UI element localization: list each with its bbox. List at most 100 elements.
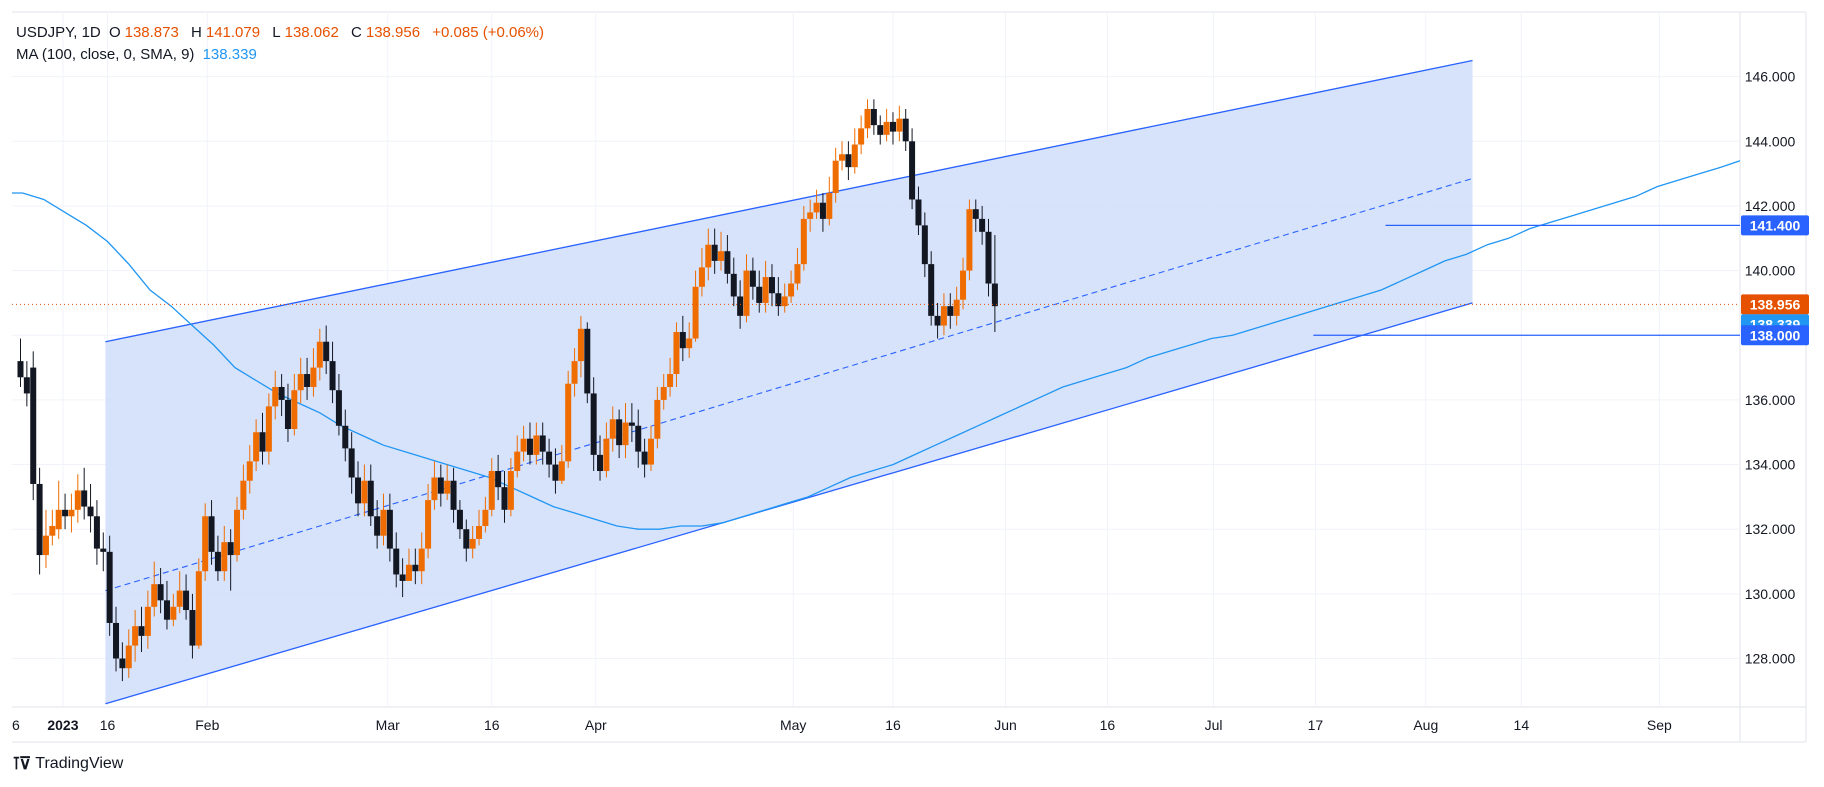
candle-down <box>921 225 928 265</box>
candle-up <box>74 490 81 510</box>
candle-down <box>214 551 221 572</box>
candle-up <box>68 509 75 517</box>
ma-label[interactable]: MA (100, close, 0, SMA, 9) <box>16 46 195 63</box>
low-value: L 138.062 <box>272 24 343 41</box>
x-tick-label: Jul <box>1205 717 1223 733</box>
candle-up <box>202 516 209 572</box>
price-axis-label: 141.400 <box>1741 215 1809 236</box>
candle-up <box>418 548 425 572</box>
candle-up <box>800 218 807 265</box>
candle-down <box>278 386 285 400</box>
candle-down <box>450 480 457 510</box>
candle-up <box>839 154 846 161</box>
candle-down <box>348 448 355 478</box>
candle-down <box>928 264 935 316</box>
candle-up <box>361 480 368 504</box>
price-label-text: 138.956 <box>1750 296 1801 312</box>
candle-up <box>310 367 317 387</box>
channel-upper-line <box>105 59 1473 343</box>
candle-up <box>49 525 56 536</box>
candle-up <box>698 267 705 287</box>
candle-up <box>807 212 814 219</box>
open-value: O 138.873 <box>109 24 183 41</box>
candle-down <box>259 432 266 452</box>
candle-up <box>195 571 202 646</box>
close-number: 138.956 <box>365 24 421 41</box>
tradingview-brand[interactable]: ⊺⊽ TradingView <box>12 754 123 774</box>
candle-down <box>972 209 979 219</box>
price-axis-label: 138.956 <box>1741 294 1809 315</box>
candle-down <box>163 600 170 620</box>
x-tick-label: 16 <box>100 717 116 733</box>
x-tick-label: Aug <box>1413 717 1438 733</box>
candle-down <box>991 283 998 307</box>
candle-down <box>367 480 374 517</box>
candle-down <box>17 361 24 378</box>
candle-down <box>724 251 731 274</box>
y-tick-label: 134.000 <box>1745 457 1796 473</box>
candle-down <box>711 244 718 261</box>
low-number: 138.062 <box>284 24 339 41</box>
candle-up <box>488 471 495 510</box>
candle-down <box>183 590 190 611</box>
candle-down <box>597 454 604 472</box>
candle-down <box>495 471 502 488</box>
candle-down <box>947 306 954 316</box>
candle-down <box>616 419 623 446</box>
price-label-text: 138.000 <box>1750 327 1801 343</box>
candle-down <box>227 542 234 556</box>
candle-up <box>571 361 578 384</box>
candle-down <box>737 296 744 316</box>
candle-down <box>87 506 94 517</box>
candle-down <box>329 361 336 391</box>
candle-down <box>36 483 43 556</box>
candle-up <box>940 306 947 326</box>
x-tick-label: Sep <box>1647 717 1672 733</box>
candle-up <box>686 338 693 349</box>
candle-up <box>851 144 858 168</box>
y-tick-label: 132.000 <box>1745 521 1796 537</box>
candle-down <box>934 315 941 326</box>
candle-down <box>889 121 896 132</box>
candle-down <box>985 231 992 284</box>
ma-value: 138.339 <box>202 46 257 63</box>
candle-up <box>577 328 584 362</box>
candle-down <box>546 451 553 465</box>
ma-legend-row: MA (100, close, 0, SMA, 9) 138.339 <box>16 44 548 66</box>
candle-down <box>819 202 826 219</box>
candle-up <box>660 386 667 400</box>
candle-up <box>781 296 788 307</box>
y-tick-label: 128.000 <box>1745 651 1796 667</box>
channel-mid-line <box>105 177 1473 592</box>
y-tick-label: 146.000 <box>1745 69 1796 85</box>
candle-up <box>380 509 387 536</box>
price-label-background <box>1741 294 1809 315</box>
candle-down <box>412 564 419 572</box>
symbol-label[interactable]: USDJPY, 1D <box>16 24 101 41</box>
candle-up <box>246 461 253 481</box>
candle-up <box>125 645 132 669</box>
candle-down <box>628 422 635 426</box>
price-label-background <box>1741 215 1809 236</box>
candle-up <box>609 419 616 439</box>
high-label: H <box>191 24 202 41</box>
x-tick-label: Apr <box>585 717 607 733</box>
x-tick-label: 16 <box>1100 717 1116 733</box>
brand-name: TradingView <box>35 755 124 772</box>
price-label-text: 141.400 <box>1750 217 1801 233</box>
candle-up <box>533 435 540 455</box>
candle-down <box>590 393 597 455</box>
high-value: H 141.079 <box>191 24 264 41</box>
candle-up <box>405 564 412 581</box>
x-tick-label: Mar <box>376 717 400 733</box>
candle-down <box>157 584 164 601</box>
candle-down <box>768 277 775 294</box>
x-tick-label: May <box>780 717 806 733</box>
candle-down <box>756 286 763 303</box>
candle-down <box>437 477 444 494</box>
channel-fill <box>105 60 1473 704</box>
candle-up <box>55 509 62 530</box>
candle-down <box>386 509 393 549</box>
